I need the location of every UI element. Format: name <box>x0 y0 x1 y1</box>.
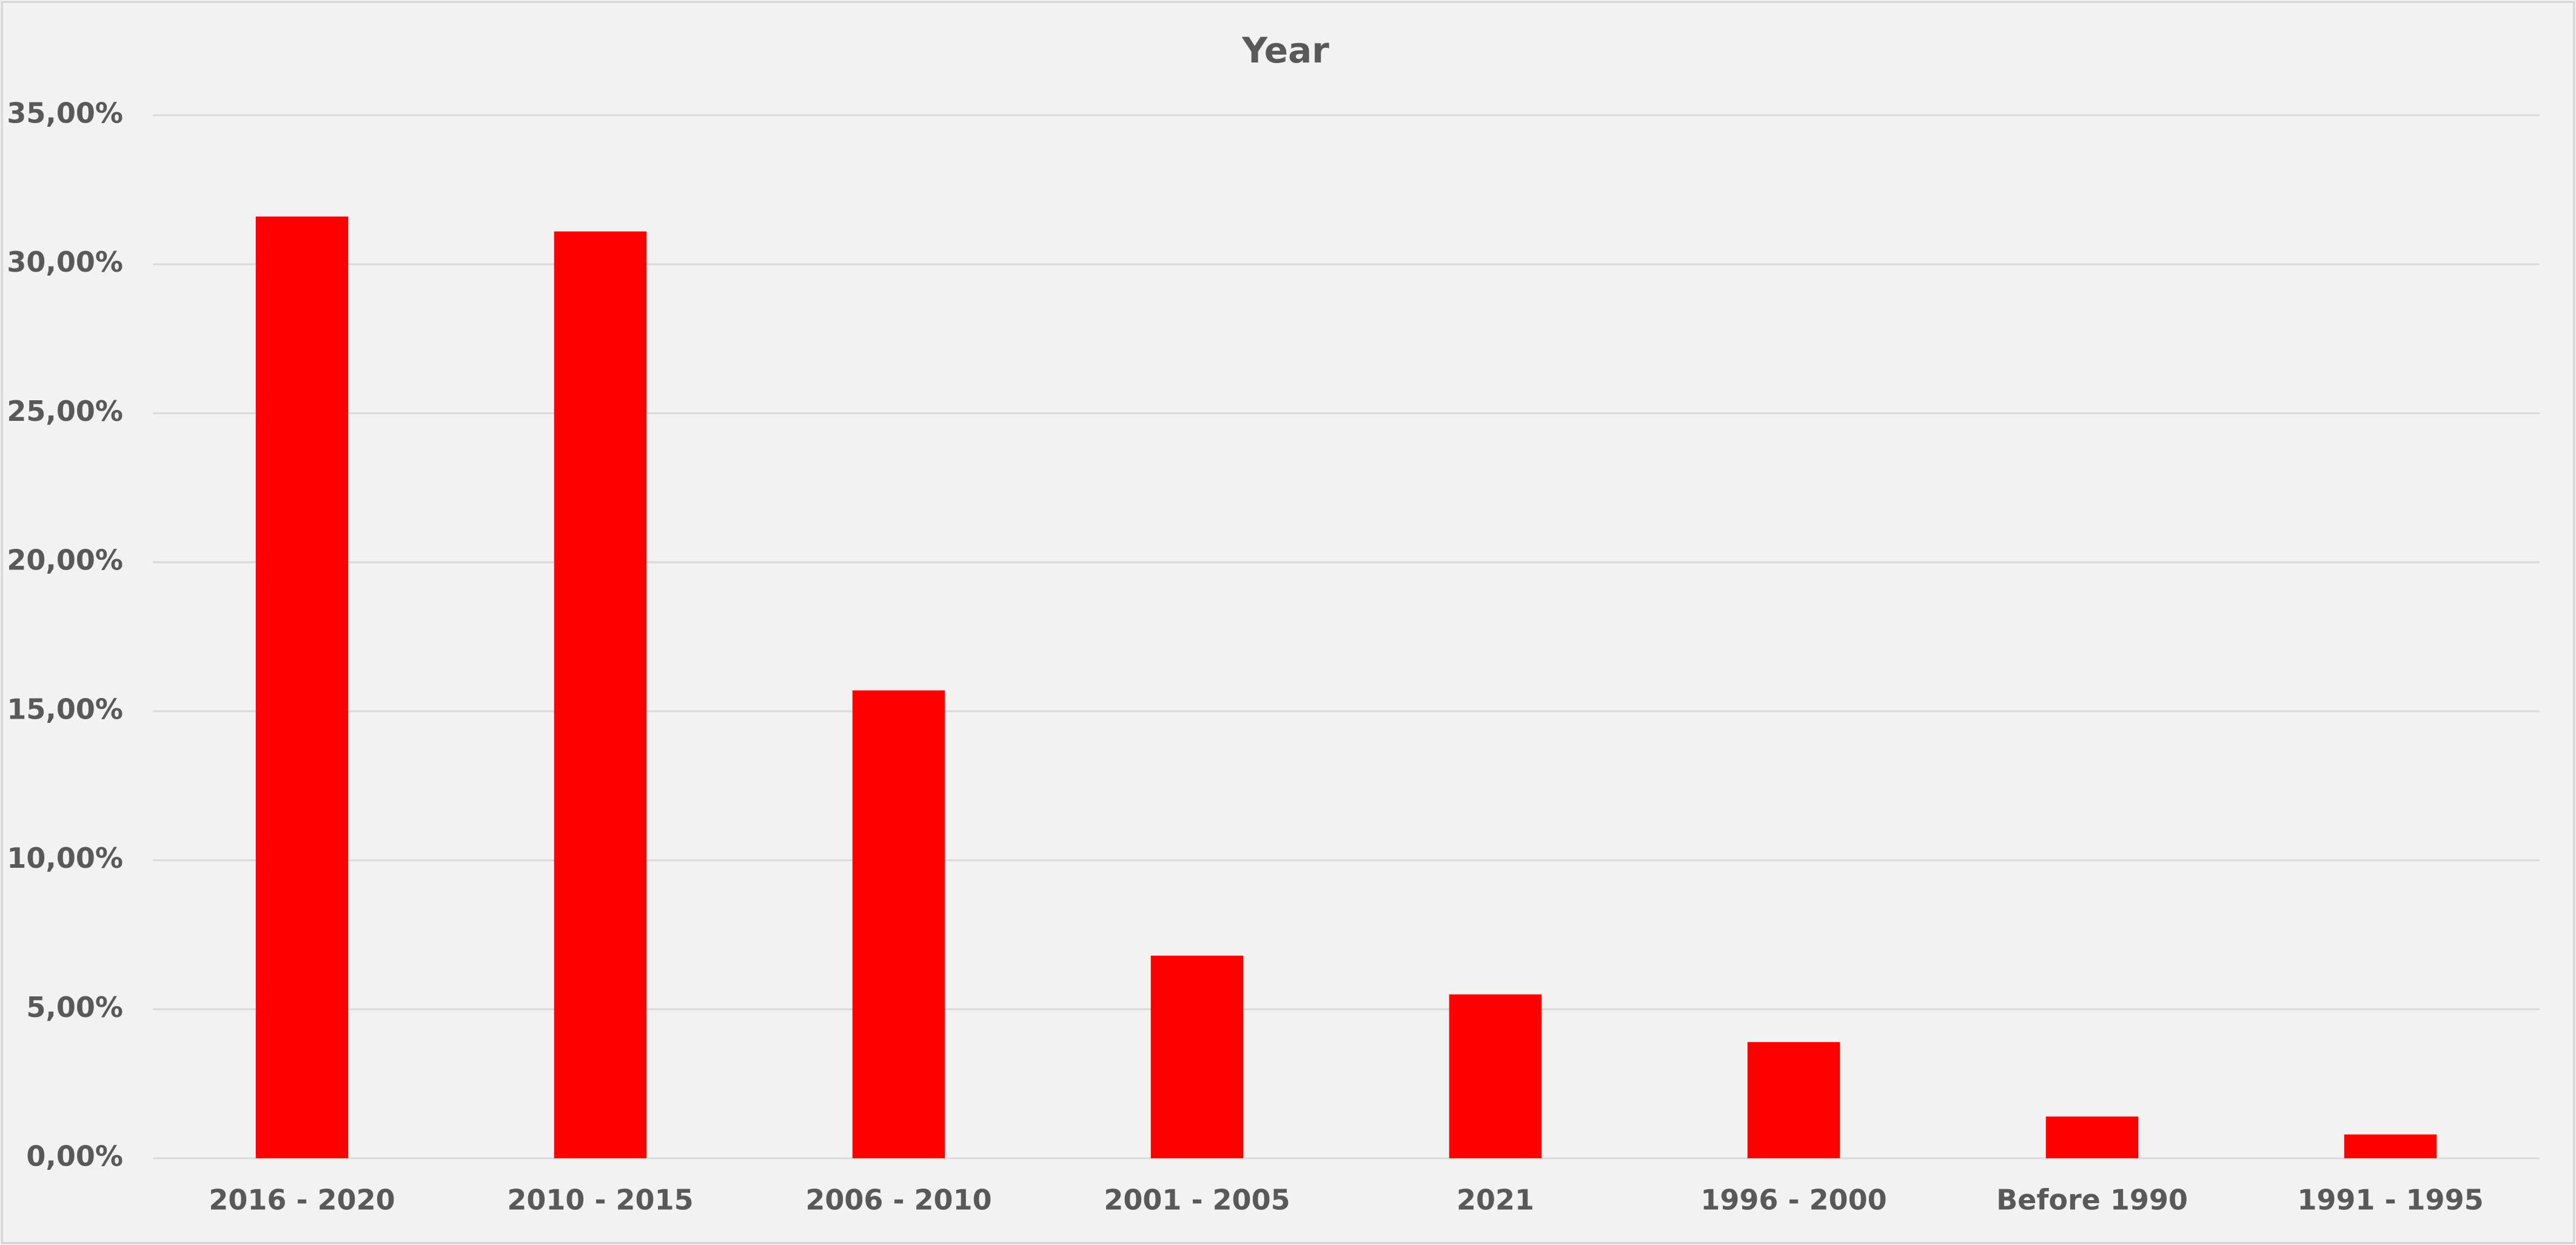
y-tick-label: 10,00% <box>7 842 123 874</box>
y-tick-label: 15,00% <box>7 693 123 725</box>
y-tick-label: 30,00% <box>7 246 123 278</box>
bar <box>554 231 647 1159</box>
y-tick-label: 25,00% <box>7 395 123 428</box>
bar <box>255 216 349 1159</box>
x-tick-label: 2016 - 2020 <box>209 1184 395 1216</box>
chart-title: Year <box>1241 30 1329 71</box>
bar <box>2344 1134 2437 1158</box>
x-tick-label: 2021 <box>1457 1184 1534 1216</box>
x-tick-label: 1996 - 2000 <box>1700 1184 1887 1216</box>
y-tick-label: 20,00% <box>7 544 123 577</box>
x-tick-label: 2010 - 2015 <box>507 1184 693 1216</box>
x-tick-label: 1991 - 1995 <box>2297 1184 2483 1216</box>
bar <box>1747 1042 1840 1158</box>
bar <box>1449 994 1542 1158</box>
x-tick-label: 2001 - 2005 <box>1104 1184 1290 1216</box>
y-tick-label: 0,00% <box>26 1140 123 1173</box>
y-tick-label: 5,00% <box>26 991 123 1024</box>
bar <box>2045 1116 2139 1158</box>
bar <box>1150 955 1244 1158</box>
x-tick-label: Before 1990 <box>1996 1184 2188 1216</box>
y-tick-label: 35,00% <box>7 97 123 130</box>
x-tick-label: 2006 - 2010 <box>805 1184 991 1216</box>
bar <box>852 690 945 1158</box>
